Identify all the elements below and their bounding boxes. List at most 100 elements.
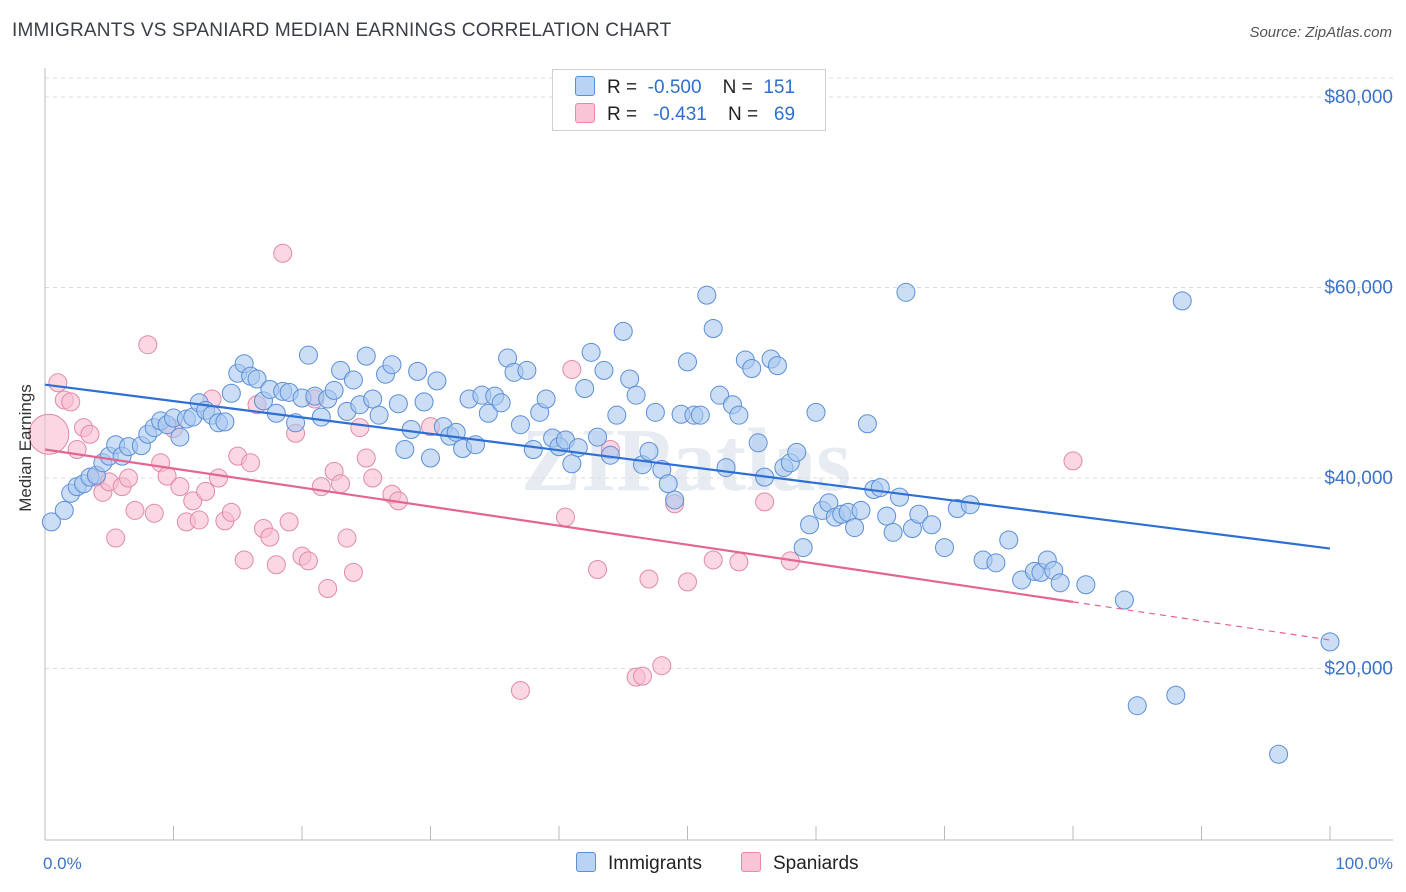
y-tick-label: $80,000 [1324, 87, 1393, 108]
correlation-legend: R = -0.500 N = 151 R = -0.431 N = 69 [552, 69, 826, 131]
immigrants-point [536, 389, 556, 409]
spaniards-point [170, 477, 190, 497]
immigrants-point [41, 512, 61, 532]
immigrants-point [716, 458, 736, 478]
spaniards-point [633, 666, 653, 686]
immigrants-point [678, 352, 697, 372]
immigrants-point [311, 407, 331, 427]
immigrants-point [890, 487, 910, 507]
immigrants-point [986, 553, 1006, 573]
immigrants-point [395, 439, 415, 459]
spaniards-point [363, 468, 383, 488]
immigrants-point [588, 427, 608, 447]
spaniards-point [144, 503, 164, 523]
immigrants-point [800, 515, 820, 535]
spaniards-point [350, 418, 370, 438]
immigrants-point [54, 500, 74, 520]
immigrants-point [408, 361, 428, 381]
immigrants-point [170, 427, 190, 447]
legend-row-spaniards: R = -0.431 N = 69 [575, 103, 795, 126]
immigrants-point [935, 538, 954, 558]
immigrants-point [665, 490, 685, 510]
spaniards-point [266, 555, 286, 575]
immigrants-point [324, 380, 344, 400]
immigrants-point [613, 321, 633, 341]
bottom-legend-spaniards[interactable]: Spaniards [741, 852, 859, 875]
legend-row-immigrants: R = -0.500 N = 151 [575, 76, 795, 99]
spaniards-point [61, 392, 81, 412]
immigrants-point [343, 370, 363, 390]
bottom-legend-immigrants[interactable]: Immigrants [576, 852, 702, 875]
spaniards-point [189, 510, 209, 530]
immigrants-point [1320, 632, 1340, 652]
immigrants-point [510, 415, 530, 435]
spaniards-point [260, 527, 280, 547]
immigrants-point [1076, 575, 1096, 595]
immigrants-point [883, 522, 903, 542]
immigrants-point [414, 392, 434, 412]
immigrants-point [427, 371, 447, 391]
immigrants-point [1269, 744, 1289, 764]
spaniards-point [652, 656, 672, 676]
legend-n-spaniards: 69 [773, 104, 796, 125]
immigrants-point [710, 385, 730, 405]
immigrants-point [607, 405, 627, 425]
immigrants-point [626, 385, 646, 405]
y-tick-label: $20,000 [1324, 659, 1393, 680]
immigrants-point [421, 448, 440, 468]
spaniards-point [48, 373, 68, 393]
immigrants-point [221, 383, 241, 403]
spaniards-point [208, 468, 228, 488]
spaniards-point [356, 448, 376, 468]
immigrants-point [960, 495, 980, 515]
spaniards-point [221, 502, 241, 522]
spaniards-point [331, 474, 351, 494]
legend-swatch-spaniards [575, 103, 595, 123]
spaniards-point [703, 550, 723, 570]
immigrants-point [787, 442, 807, 462]
immigrants-point [1172, 291, 1192, 311]
immigrants-point [645, 402, 665, 422]
immigrants-point [639, 441, 659, 461]
immigrants-point [215, 412, 235, 432]
immigrants-point [581, 342, 601, 362]
immigrants-point [851, 500, 871, 520]
y-tick-label: $40,000 [1324, 468, 1393, 489]
spaniards-point [138, 335, 158, 355]
immigrants-point [896, 282, 916, 302]
immigrants-point [478, 403, 498, 423]
spaniards-point [125, 500, 145, 520]
spaniards-point [510, 680, 530, 700]
immigrants-point [491, 393, 511, 413]
immigrants-point [1050, 573, 1070, 593]
immigrants-trend-line [44, 383, 1331, 550]
spaniards-point [639, 569, 659, 589]
spaniards-point [555, 507, 575, 527]
x-tick-label: 0.0% [43, 854, 82, 873]
legend-r-immigrants: -0.500 [647, 77, 702, 98]
bottom-legend-swatch-immigrants [576, 852, 596, 872]
immigrants-point [877, 506, 897, 526]
spaniards-point [298, 551, 318, 571]
spaniards-point [273, 243, 293, 263]
immigrants-point [369, 405, 389, 425]
immigrants-point [999, 530, 1019, 550]
spaniards-point [119, 468, 139, 488]
immigrants-point [331, 360, 351, 380]
spaniards-point [588, 559, 608, 579]
immigrants-point [388, 394, 408, 414]
y-tick-label: $60,000 [1324, 278, 1393, 299]
spaniards-point [28, 413, 70, 455]
spaniards-point [241, 453, 261, 473]
spaniards-point [1063, 451, 1083, 471]
spaniards-trend-line-extension [1072, 601, 1331, 641]
immigrants-point [909, 504, 929, 524]
immigrants-point [1114, 590, 1134, 610]
spaniards-trend-line [44, 448, 1074, 603]
x-tick-label: 100.0% [1335, 854, 1393, 873]
immigrants-point [517, 360, 537, 380]
immigrants-point [401, 419, 421, 439]
immigrants-point [845, 518, 865, 538]
spaniards-point [106, 528, 126, 548]
